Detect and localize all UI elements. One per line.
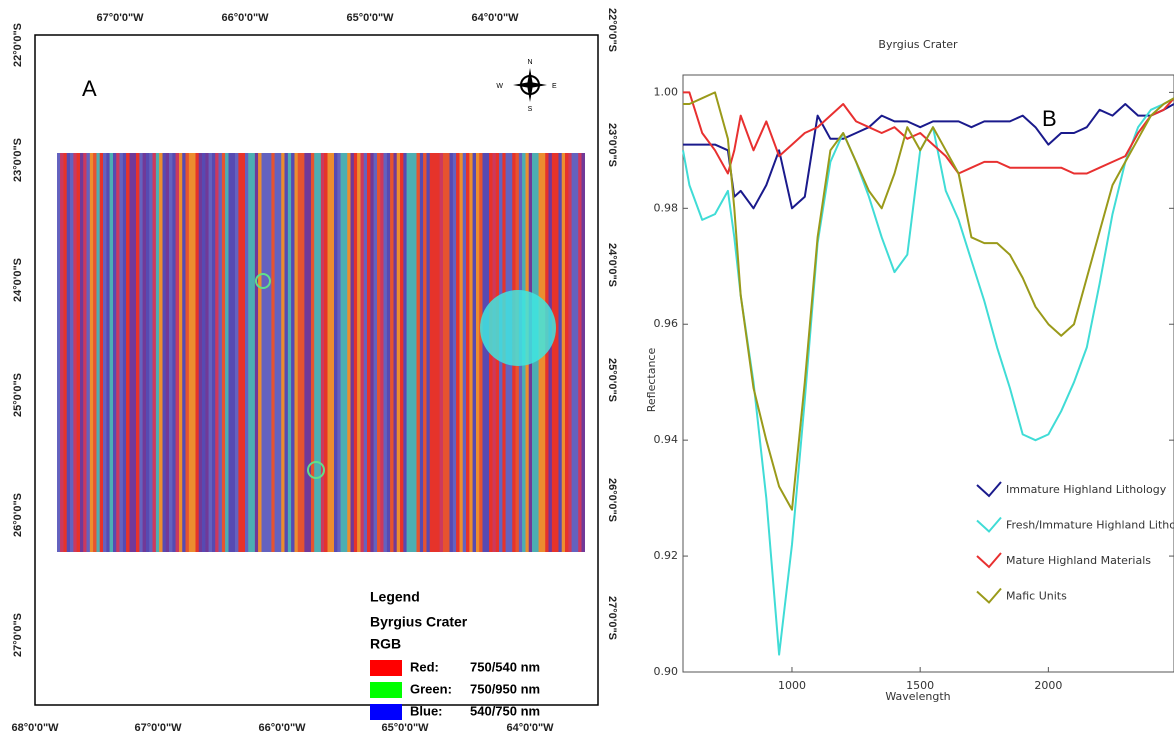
left-coord-label: 27°0'0"S — [12, 613, 24, 657]
bottom-coord-label: 68°0'0"W — [11, 722, 59, 734]
series-line — [683, 103, 1174, 210]
legend-subtitle: Byrgius Crater — [370, 614, 468, 630]
y-axis-label: Reflectance — [645, 348, 658, 413]
legend-label: Green: — [410, 681, 452, 696]
legend-entry: Immature Highland Lithology — [1006, 483, 1167, 496]
legend-title: Legend — [370, 589, 420, 605]
left-coord-label: 26°0'0"S — [12, 493, 24, 537]
y-tick-label: 0.96 — [654, 317, 679, 330]
legend-swatch — [370, 704, 402, 720]
right-coord-label: 25°0'0"S — [606, 358, 618, 402]
crater — [480, 290, 556, 366]
y-tick-label: 0.94 — [654, 433, 679, 446]
compass: N E S W — [496, 59, 557, 113]
left-coord-label: 24°0'0"S — [12, 258, 24, 302]
legend-swatch — [370, 660, 402, 676]
legend-entry: Fresh/Immature Highland Lithology — [1006, 519, 1174, 532]
legend-label: Blue: — [410, 703, 443, 718]
compass-w: W — [496, 83, 503, 90]
bottom-coord-label: 64°0'0"W — [506, 722, 554, 734]
right-coord-label: 22°0'0"S — [606, 8, 618, 52]
top-coord-label: 64°0'0"W — [471, 12, 519, 24]
map-frame — [34, 34, 599, 706]
panel-label: A — [82, 76, 97, 101]
compass-e: E — [552, 83, 557, 90]
compass-n: N — [527, 59, 532, 66]
top-coord-label: 65°0'0"W — [346, 12, 394, 24]
left-coord-label: 25°0'0"S — [12, 373, 24, 417]
bottom-coord-label: 65°0'0"W — [381, 722, 429, 734]
chart-title: Byrgius Crater — [878, 38, 958, 51]
right-coord-label: 26°0'0"S — [606, 478, 618, 522]
crater — [255, 273, 271, 289]
legend-value: 750/950 nm — [470, 681, 540, 696]
y-tick-label: 1.00 — [654, 85, 679, 98]
legend-icon — [976, 516, 1002, 533]
legend-mode: RGB — [370, 636, 401, 652]
bottom-coord-label: 66°0'0"W — [258, 722, 306, 734]
series-line — [683, 91, 1174, 175]
left-coord-label: 22°0'0"S — [12, 23, 24, 67]
y-tick-label: 0.98 — [654, 201, 679, 214]
bottom-coord-label: 67°0'0"W — [134, 722, 182, 734]
x-tick-label: 1000 — [778, 679, 806, 692]
series-line — [682, 97, 1174, 656]
x-tick-label: 1500 — [906, 679, 934, 692]
series-line — [683, 91, 1174, 511]
panel-label: B — [1042, 106, 1057, 131]
legend-entry: Mafic Units — [1006, 590, 1067, 603]
compass-s: S — [528, 106, 533, 113]
compass-star — [513, 68, 547, 102]
y-tick-label: 0.90 — [654, 665, 679, 678]
legend-icon — [976, 481, 1002, 498]
top-coord-label: 67°0'0"W — [96, 12, 144, 24]
right-coord-label: 24°0'0"S — [606, 243, 618, 287]
legend-icon — [976, 552, 1002, 569]
x-axis-label: Wavelength — [885, 690, 950, 703]
legend-label: Red: — [410, 659, 439, 674]
legend-value: 750/540 nm — [470, 659, 540, 674]
x-tick-label: 2000 — [1034, 679, 1062, 692]
legend-value: 540/750 nm — [470, 703, 540, 718]
legend-swatch — [370, 682, 402, 698]
right-coord-label: 27°0'0"S — [606, 596, 618, 640]
y-tick-label: 0.92 — [654, 549, 679, 562]
top-coord-label: 66°0'0"W — [221, 12, 269, 24]
legend-icon — [976, 587, 1002, 604]
left-coord-label: 23°0'0"S — [12, 138, 24, 182]
plot-frame — [682, 74, 1174, 673]
right-coord-label: 23°0'0"S — [606, 123, 618, 167]
legend-entry: Mature Highland Materials — [1006, 554, 1151, 567]
crater — [307, 461, 325, 479]
